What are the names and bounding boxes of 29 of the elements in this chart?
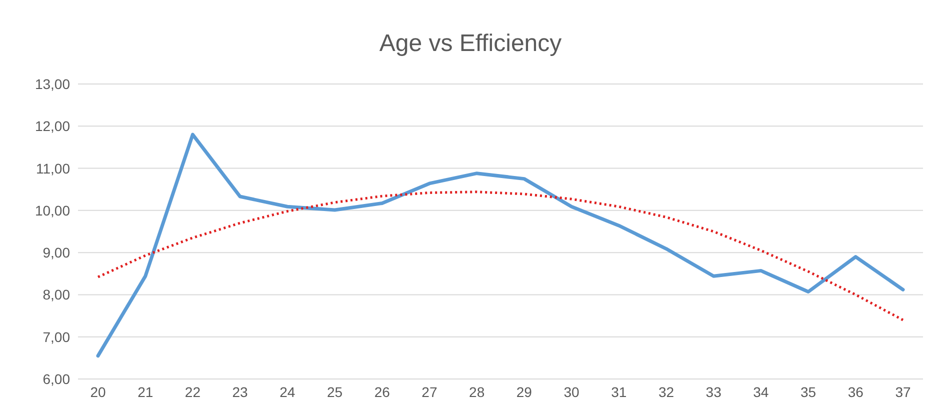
x-tick-label: 30: [564, 384, 580, 400]
x-tick-label: 23: [232, 384, 248, 400]
x-tick-label: 25: [326, 384, 343, 400]
x-tick-label: 31: [611, 384, 627, 400]
x-tick-label: 36: [848, 384, 864, 400]
x-tick-label: 26: [374, 384, 390, 400]
x-tick-label: 27: [422, 384, 438, 400]
x-tick-label: 22: [184, 384, 201, 400]
x-tick-label: 33: [706, 384, 722, 400]
y-tick-label: 12,00: [34, 118, 70, 134]
x-tick-label: 32: [658, 384, 674, 400]
x-tick-label: 29: [516, 384, 532, 400]
x-tick-label: 37: [895, 384, 911, 400]
line-series: [96, 190, 904, 322]
x-tick-label: 28: [469, 384, 485, 400]
y-tick-label: 8,00: [42, 286, 70, 303]
y-tick-label: 13,00: [34, 76, 70, 92]
y-tick-label: 9,00: [42, 244, 70, 261]
y-tick-label: 10,00: [34, 202, 70, 218]
x-tick-label: 21: [138, 384, 154, 400]
x-tick-label: 24: [280, 384, 296, 400]
x-tick-label: 34: [753, 384, 769, 400]
x-tick-label: 20: [90, 384, 106, 400]
chart-title: Age vs Efficiency: [378, 29, 563, 59]
x-tick-label: 35: [800, 384, 816, 400]
y-tick-label: 7,00: [42, 328, 70, 345]
y-tick-label: 6,00: [42, 370, 70, 387]
y-tick-label: 11,00: [36, 160, 70, 176]
line-series: [96, 132, 905, 358]
